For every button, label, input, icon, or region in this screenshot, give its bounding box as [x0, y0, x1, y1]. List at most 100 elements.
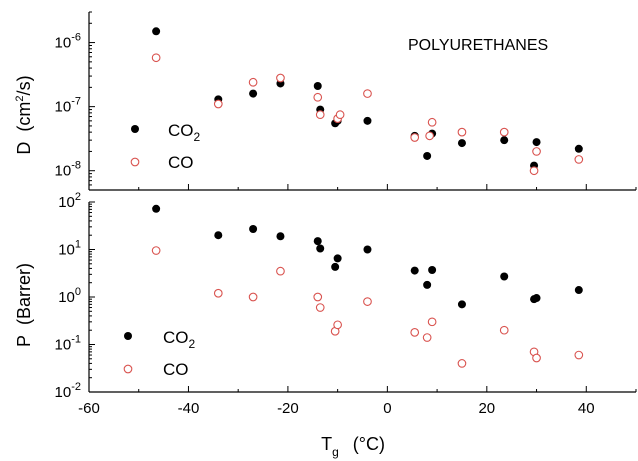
top-point-co [313, 92, 323, 102]
top-axes [88, 12, 637, 191]
x-tick-label: -60 [78, 400, 100, 417]
x-symbol: T [321, 434, 332, 454]
bot-point-co2 [331, 262, 340, 271]
bot-point-co [457, 359, 467, 368]
bottom-legend-marker-co [123, 364, 133, 374]
bot-point-co [313, 292, 323, 302]
top-point-co2 [532, 138, 541, 147]
bot-point-co [422, 333, 432, 342]
bottom-y-axis-title: P (Barrer) [14, 263, 34, 347]
bottom-legend: CO2 CO [123, 328, 196, 379]
top-point-co [427, 117, 437, 127]
bot-y-tick-label: 101 [58, 239, 81, 259]
top-legend-label-co: CO [168, 153, 194, 172]
bot-point-co2 [152, 204, 161, 213]
bot-point-co [151, 246, 161, 255]
bot-point-co [213, 288, 223, 298]
top-legend: CO2 CO [130, 121, 201, 172]
top-data-points [151, 27, 584, 176]
bot-point-co [499, 325, 509, 335]
top-point-co [529, 166, 539, 176]
bottom-legend-label-co: CO [163, 360, 189, 379]
bot-point-co2 [316, 244, 325, 253]
bot-point-co [276, 266, 285, 276]
bot-point-co [333, 320, 342, 330]
x-tick-label: 20 [478, 400, 495, 417]
x-tick-label: -40 [178, 400, 200, 417]
top-point-co2 [457, 139, 466, 148]
top-legend-marker-co2 [131, 125, 139, 133]
top-point-co2 [500, 136, 509, 145]
bot-point-co [248, 292, 258, 302]
bot-point-co2 [333, 254, 342, 263]
top-legend-label-co2: CO2 [168, 121, 201, 144]
top-point-co2 [363, 116, 372, 125]
bottom-y-symbol: P [14, 335, 34, 347]
top-point-co2 [249, 89, 258, 98]
bottom-y-unit: (Barrer) [14, 263, 34, 325]
bot-point-co2 [276, 232, 285, 241]
top-legend-marker-co [130, 157, 140, 167]
top-point-co [315, 110, 325, 119]
x-tick-label: -20 [277, 400, 299, 417]
top-point-co [151, 53, 161, 63]
top-y-axis-title: D (cm2/s) [14, 75, 34, 154]
top-point-co [276, 73, 285, 83]
top-point-co2 [423, 151, 432, 160]
top-point-co [410, 133, 420, 142]
top-y-unit-sup: 2 [14, 95, 26, 101]
bottom-y-ticks: 10-2 10-1 100 101 102 [55, 191, 95, 401]
top-y-symbol: D [14, 142, 34, 155]
bot-point-co2 [428, 266, 437, 275]
bot-point-co2 [249, 225, 258, 234]
top-y-unit-suffix: /s) [14, 75, 34, 95]
bot-y-tick-label: 100 [58, 286, 81, 306]
panel-top-diffusivity: POLYURETHANES 10-8 10-7 10-6 D (cm2/s) CO2 … [14, 11, 637, 191]
top-point-co [457, 127, 467, 137]
bot-point-co2 [532, 294, 541, 303]
bot-point-co2 [313, 237, 322, 246]
bot-point-co [363, 297, 372, 306]
top-point-co [213, 99, 223, 109]
top-point-co [574, 155, 584, 164]
x-symbol-sub: g [332, 445, 339, 459]
bot-y-tick-label: 10-1 [55, 334, 81, 354]
bot-point-co2 [363, 245, 372, 254]
bot-point-co [315, 303, 325, 312]
top-point-co [335, 110, 345, 119]
x-unit: (°C) [353, 434, 385, 454]
bottom-x-ticks: -60 -40 -20 0 20 40 [78, 386, 637, 417]
top-point-co2 [313, 81, 322, 90]
top-point-co [499, 127, 509, 137]
bot-point-co2 [457, 300, 466, 309]
bot-point-co [410, 328, 420, 337]
top-y-unit-prefix: (cm [14, 102, 34, 132]
top-point-co [532, 147, 541, 156]
top-point-co2 [574, 144, 583, 153]
top-point-co [248, 77, 258, 87]
panel-bottom-permeability: 10-2 10-1 100 101 102 -60 -40 -20 0 20 40 P (Barre… [14, 191, 637, 459]
bot-point-co [532, 353, 541, 363]
bot-point-co2 [574, 286, 583, 295]
top-y-ticks: 10-8 10-7 10-6 [55, 11, 95, 191]
top-point-co [363, 89, 372, 98]
bottom-legend-marker-co2 [124, 332, 132, 340]
top-y-tick-label: 10-6 [55, 32, 81, 52]
bot-point-co2 [410, 266, 419, 275]
bottom-data-points [151, 204, 584, 368]
bot-point-co2 [214, 231, 223, 240]
top-y-tick-label: 10-8 [55, 160, 81, 180]
bot-point-co2 [423, 280, 432, 289]
bot-point-co [574, 350, 584, 360]
bot-point-co2 [500, 272, 509, 281]
top-y-tick-label: 10-7 [55, 96, 81, 116]
x-tick-label: 0 [383, 400, 391, 417]
top-point-co [425, 131, 434, 141]
x-tick-label: 40 [578, 400, 595, 417]
bot-point-co [427, 317, 437, 327]
bot-y-tick-label: 102 [58, 191, 81, 211]
chart-annotation: POLYURETHANES [408, 37, 548, 54]
x-axis-title: Tg (°C) [321, 434, 385, 459]
top-point-co2 [152, 27, 161, 36]
